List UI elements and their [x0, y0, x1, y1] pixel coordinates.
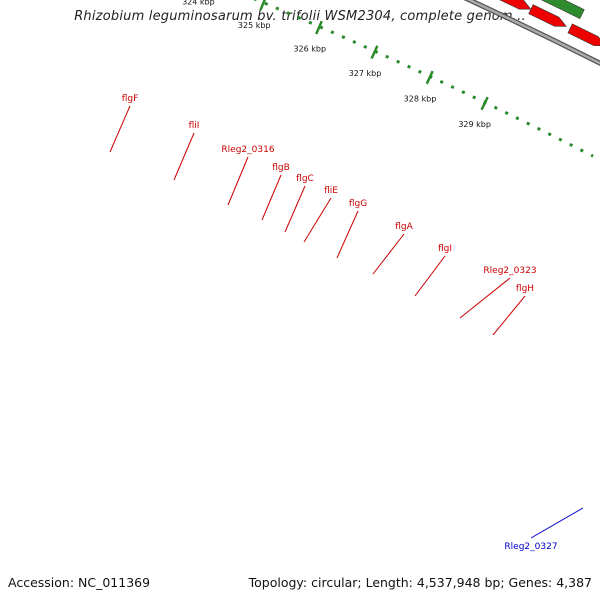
gene-label-leader — [372, 233, 405, 275]
gene-label[interactable]: Rleg2_0323 — [483, 266, 536, 276]
gene-label-leader — [227, 156, 249, 206]
map-title: Rhizobium leguminosarum bv. trifolii WSM… — [74, 9, 526, 24]
major-tick — [370, 45, 379, 60]
gene-label[interactable]: fliI — [189, 121, 200, 131]
gene-label-leader — [492, 295, 526, 336]
gene-label-leader — [284, 185, 306, 233]
gene-label-leader — [109, 105, 131, 153]
gene-label[interactable]: Rleg2_0316 — [221, 145, 274, 155]
gene-label-leader — [459, 277, 511, 319]
red-gene-feature — [567, 23, 600, 47]
major-tick — [425, 70, 434, 85]
gene-label[interactable]: flgA — [395, 222, 413, 232]
gene-label[interactable]: flgB — [272, 163, 290, 173]
scale-label: 326 kbp — [293, 45, 326, 54]
major-tick — [480, 96, 489, 111]
red-gene-feature — [528, 4, 567, 27]
green-gene-feature — [541, 0, 585, 19]
gene-label[interactable]: Rleg2_0327 — [504, 542, 557, 552]
genome-summary: Topology: circular; Length: 4,537,948 bp… — [248, 575, 592, 590]
scale-label: 324 kbp — [182, 0, 215, 7]
gene-label[interactable]: flgF — [122, 94, 139, 104]
gene-label-leader — [261, 174, 282, 221]
backbone — [466, 0, 600, 65]
gene-label[interactable]: flgI — [438, 244, 452, 254]
inner-tick-ring — [253, 0, 594, 158]
scale-label: 329 kbp — [458, 120, 491, 129]
accession-label: Accession: NC_011369 — [8, 575, 151, 590]
gene-label[interactable]: flgC — [296, 174, 314, 184]
gene-label-leader — [303, 197, 332, 243]
scale-label: 327 kbp — [349, 69, 382, 78]
red-gene-feature — [499, 0, 532, 10]
backbone-outline — [463, 0, 600, 67]
gene-label[interactable]: flgG — [349, 199, 367, 209]
scale-label: 328 kbp — [404, 94, 437, 103]
gene-label-leader — [414, 255, 446, 297]
gene-label[interactable]: flgH — [516, 284, 534, 294]
gene-label-leader — [336, 210, 359, 259]
gene-label-leader — [173, 132, 195, 181]
major-tick — [259, 0, 267, 11]
scale-label: 325 kbp — [238, 21, 271, 30]
gene-label-leader — [530, 507, 584, 539]
gene-label[interactable]: fliE — [324, 186, 338, 196]
major-tick — [315, 20, 323, 35]
